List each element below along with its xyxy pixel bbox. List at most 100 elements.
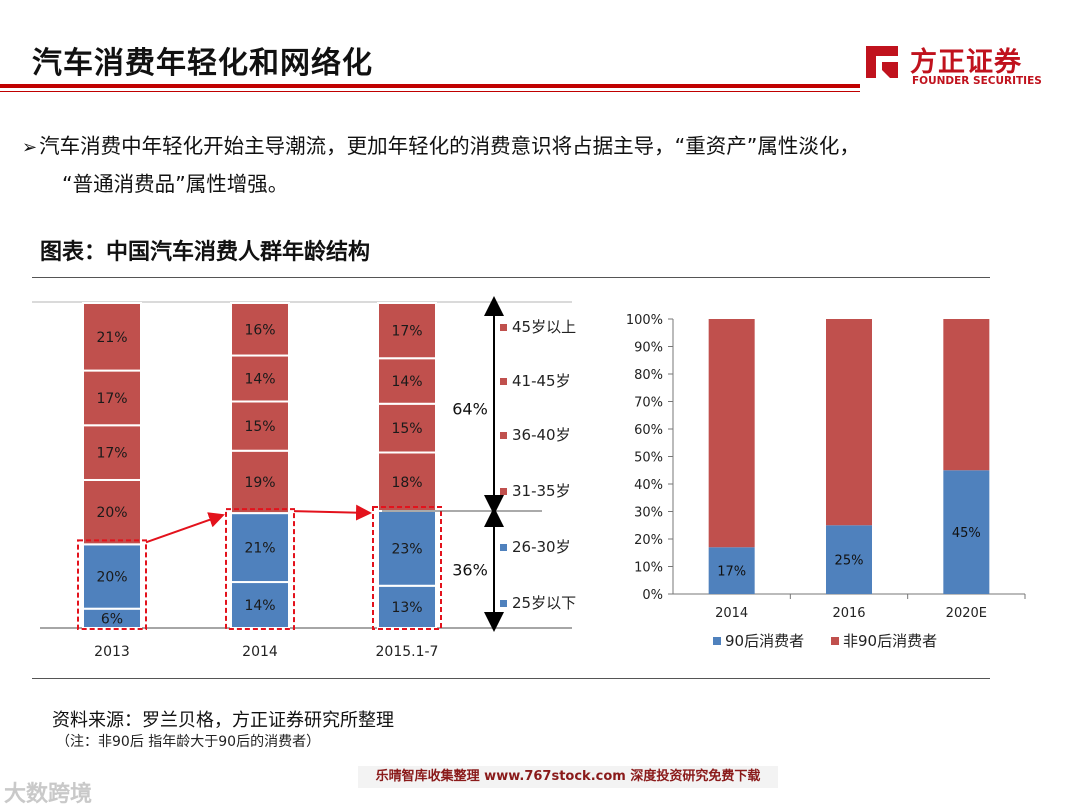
bar-value-label: 45% bbox=[952, 526, 981, 541]
x-tick-label: 2014 bbox=[715, 606, 748, 621]
age-structure-chart: 6% 20% 20% 17% 17% 21% 2013 14% 21% 19% 15% 14% 16% 2… bbox=[32, 296, 576, 660]
bar-segment bbox=[708, 547, 755, 594]
x-tick-label: 2015.1-7 bbox=[376, 644, 439, 660]
highlight-box bbox=[225, 508, 295, 630]
bar-value-label: 18% bbox=[391, 475, 422, 491]
bar-segment bbox=[943, 319, 990, 471]
bar-value-label: 15% bbox=[244, 419, 275, 435]
bar-segment bbox=[377, 357, 437, 405]
highlight-box bbox=[77, 539, 147, 631]
figure-title: 图表：中国汽车消费人群年龄结构 bbox=[40, 240, 371, 265]
figure-bottom-rule bbox=[32, 678, 990, 679]
bar-segment bbox=[230, 302, 290, 357]
bar-value-label: 17% bbox=[717, 565, 746, 580]
footer-watermark-band: 乐晴智库收集整理 www.767stock.com 深度投资研究免费下载 bbox=[358, 766, 778, 788]
bar-segment bbox=[82, 302, 142, 372]
legend-swatch bbox=[713, 637, 721, 645]
y-tick-label: 60% bbox=[634, 423, 663, 438]
bar-segment bbox=[377, 402, 437, 454]
figure-top-rule bbox=[32, 277, 990, 278]
bar-segment bbox=[230, 354, 290, 403]
page-title: 汽车消费年轻化和网络化 bbox=[32, 46, 373, 81]
legend-label: 45岁以上 bbox=[512, 318, 576, 336]
post90-share-chart: 0% 10% 20% 30% 40% 50% 60% 70% 80% 90% 100% 17% 2014… bbox=[626, 313, 1026, 650]
y-tick-label: 70% bbox=[634, 396, 663, 411]
y-tick-label: 90% bbox=[634, 341, 663, 356]
legend-swatch bbox=[831, 637, 839, 645]
legend-swatch bbox=[500, 544, 507, 551]
bar-value-label: 20% bbox=[96, 505, 127, 521]
bar-segment bbox=[82, 424, 142, 481]
bar-segment bbox=[82, 478, 142, 546]
brand-name-en: FOUNDER SECURITIES bbox=[912, 75, 1042, 87]
bullet-line-1: 汽车消费中年轻化开始主导潮流，更加年轻化的消费意识将占据主导，“重资产”属性淡化… bbox=[39, 134, 860, 158]
legend-swatch bbox=[500, 324, 507, 331]
brand-logo-icon bbox=[866, 46, 898, 78]
bar-value-label: 6% bbox=[101, 611, 123, 627]
bar-segment bbox=[826, 319, 872, 526]
bar-segment bbox=[377, 451, 437, 512]
legend-swatch bbox=[500, 378, 507, 385]
source-text: 资料来源：罗兰贝格，方正证券研究所整理 bbox=[52, 710, 394, 731]
legend-label: 25岁以下 bbox=[512, 594, 576, 612]
bar-segment bbox=[230, 581, 290, 629]
bar-value-label: 25% bbox=[835, 554, 864, 569]
bullet-arrow-icon: ➢ bbox=[22, 137, 38, 158]
x-tick-label: 2020E bbox=[946, 606, 987, 621]
trend-arrow bbox=[293, 504, 372, 521]
bar-value-label: 17% bbox=[391, 324, 422, 340]
x-tick-label: 2013 bbox=[94, 644, 130, 660]
y-tick-label: 40% bbox=[634, 478, 663, 493]
bar-value-label: 15% bbox=[391, 421, 422, 437]
highlight-box bbox=[372, 506, 442, 630]
bullet-line-2: “普通消费品”属性增强。 bbox=[62, 172, 289, 196]
y-tick-label: 10% bbox=[634, 561, 663, 576]
bar-segment bbox=[230, 449, 290, 515]
bar-value-label: 21% bbox=[244, 541, 275, 557]
y-tick-label: 20% bbox=[634, 533, 663, 548]
title-divider bbox=[0, 84, 860, 88]
bar-value-label: 14% bbox=[244, 372, 275, 388]
brand-logo: 方正证券 FOUNDER SECURITIES bbox=[862, 40, 1052, 92]
legend-label: 41-45岁 bbox=[512, 372, 571, 390]
bar-value-label: 23% bbox=[391, 541, 422, 557]
bullet-point: ➢汽车消费中年轻化开始主导潮流，更加年轻化的消费意识将占据主导，“重资产”属性淡… bbox=[22, 128, 1052, 202]
legend-swatch bbox=[500, 432, 507, 439]
y-tick-label: 100% bbox=[626, 313, 663, 328]
brand-name-cn: 方正证券 bbox=[910, 47, 1022, 78]
legend-label: 90后消费者 bbox=[725, 632, 804, 650]
legend-label: 26-30岁 bbox=[512, 538, 571, 556]
note-text: （注：非90后 指年龄大于90后的消费者） bbox=[56, 734, 321, 750]
bar-value-label: 19% bbox=[244, 475, 275, 491]
bar-segment bbox=[826, 525, 872, 594]
bar-segment bbox=[943, 470, 990, 594]
legend-label: 36-40岁 bbox=[512, 426, 571, 444]
bar-value-label: 17% bbox=[96, 446, 127, 462]
y-tick-label: 80% bbox=[634, 368, 663, 383]
bar-segment bbox=[377, 302, 437, 360]
bar-segment bbox=[377, 510, 437, 587]
bar-segment bbox=[708, 319, 755, 548]
x-tick-label: 2016 bbox=[832, 606, 865, 621]
bar-value-label: 14% bbox=[391, 374, 422, 390]
trend-arrow bbox=[145, 512, 225, 544]
bar-value-label: 14% bbox=[244, 598, 275, 614]
bar-segment bbox=[230, 512, 290, 584]
x-tick-label: 2014 bbox=[242, 644, 278, 660]
watermark-logo: 大数跨境 bbox=[4, 782, 93, 807]
bar-value-label: 20% bbox=[96, 570, 127, 586]
legend-label: 非90后消费者 bbox=[843, 632, 937, 650]
y-tick-label: 30% bbox=[634, 506, 663, 521]
title-divider-thin bbox=[0, 91, 860, 92]
bar-value-label: 16% bbox=[244, 322, 275, 338]
bar-value-label: 17% bbox=[96, 391, 127, 407]
y-tick-label: 50% bbox=[634, 451, 663, 466]
younger-group-share: 36% bbox=[452, 561, 488, 580]
legend-swatch bbox=[500, 600, 507, 607]
legend-swatch bbox=[500, 488, 507, 495]
bar-value-label: 21% bbox=[96, 330, 127, 346]
y-tick-label: 0% bbox=[642, 588, 663, 603]
bar-value-label: 13% bbox=[391, 600, 422, 616]
legend-label: 31-35岁 bbox=[512, 482, 571, 500]
older-group-share: 64% bbox=[452, 400, 488, 419]
